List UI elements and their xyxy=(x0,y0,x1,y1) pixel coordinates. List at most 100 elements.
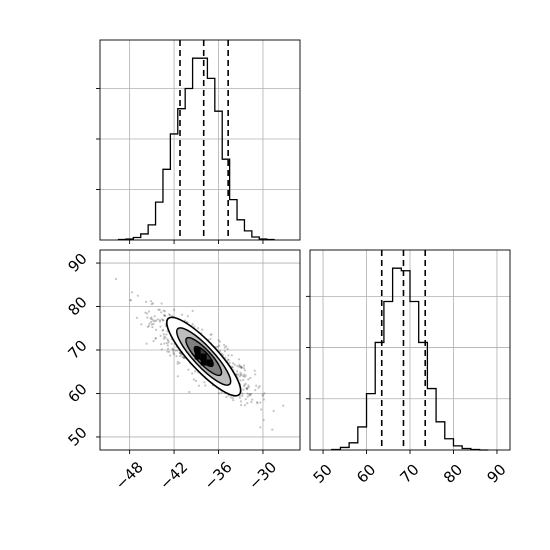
scatter-point xyxy=(236,370,239,373)
scatter-point xyxy=(243,375,246,378)
contour-line xyxy=(176,327,232,386)
scatter-point xyxy=(215,345,218,349)
scatter-point xyxy=(166,344,169,347)
scatter-point xyxy=(129,298,132,302)
scatter-point xyxy=(247,385,250,388)
scatter-point xyxy=(191,323,194,326)
scatter-point xyxy=(162,319,165,322)
scatter-point xyxy=(262,418,265,421)
scatter-point xyxy=(194,370,197,373)
scatter-point xyxy=(152,322,155,326)
scatter-point xyxy=(259,401,262,404)
scatter-point xyxy=(178,361,181,364)
scatter-point xyxy=(250,400,253,404)
scatter-point xyxy=(240,366,243,370)
scatter-point xyxy=(248,393,251,396)
scatter-point xyxy=(240,366,243,369)
scatter-point xyxy=(238,358,241,361)
scatter-point xyxy=(187,368,190,371)
scatter-point xyxy=(260,408,263,411)
scatter-point xyxy=(160,343,163,346)
scatter-point xyxy=(167,339,170,342)
scatter-point xyxy=(219,349,222,353)
scatter-point xyxy=(242,367,246,370)
contour-line xyxy=(165,316,242,397)
scatter-point xyxy=(136,294,139,297)
scatter-point xyxy=(259,426,262,429)
scatter-point xyxy=(254,389,257,392)
quantile-lines xyxy=(380,250,427,450)
scatter-point xyxy=(227,358,230,361)
scatter-point xyxy=(146,316,149,319)
scatter-point xyxy=(158,308,161,311)
scatter-point xyxy=(173,353,176,356)
scatter-point xyxy=(230,354,233,357)
scatter-point xyxy=(246,387,249,390)
scatter-point xyxy=(218,344,221,347)
scatter-point xyxy=(166,338,169,341)
scatter-point xyxy=(155,319,158,322)
scatter-point xyxy=(176,360,179,363)
scatter-point xyxy=(229,396,232,399)
scatter-point xyxy=(244,398,247,401)
scatter-point xyxy=(155,328,158,331)
scatter-point xyxy=(140,323,143,326)
scatter-point xyxy=(145,342,148,345)
scatter-point xyxy=(176,349,179,352)
scatter-point xyxy=(179,355,182,358)
scatter-point xyxy=(191,309,194,312)
scatter-point xyxy=(151,326,154,329)
scatter-point xyxy=(225,395,228,399)
scatter-point xyxy=(243,404,247,407)
scatter-point xyxy=(166,350,169,353)
scatter-point xyxy=(218,340,221,343)
scatter-point xyxy=(147,310,151,313)
scatter-point xyxy=(240,373,243,376)
scatter-point xyxy=(164,314,167,317)
scatter-point xyxy=(226,347,229,350)
scatter-point xyxy=(239,373,243,377)
density-pixel xyxy=(206,359,213,366)
scatter-point xyxy=(169,314,172,317)
scatter-point xyxy=(168,313,171,316)
scatter-point xyxy=(248,394,251,397)
scatter-point xyxy=(162,337,166,340)
scatter-point xyxy=(160,302,163,305)
scatter-point xyxy=(225,345,228,348)
scatter-point xyxy=(203,381,206,384)
scatter-point xyxy=(201,328,204,331)
scatter-point xyxy=(162,328,165,331)
scatter-point xyxy=(253,369,256,372)
scatter-point xyxy=(245,387,248,390)
contour-line xyxy=(185,336,223,377)
density-pixel xyxy=(194,347,201,354)
scatter-point xyxy=(148,322,151,325)
scatter-point xyxy=(228,361,231,365)
scatter-point xyxy=(174,349,177,352)
scatter-point xyxy=(152,319,155,322)
scatter-point xyxy=(220,391,223,394)
scatter-point xyxy=(146,325,149,328)
scatter-point xyxy=(163,335,166,338)
scatter-point xyxy=(197,384,200,387)
scatter-point xyxy=(151,302,154,305)
scatter-point xyxy=(178,351,182,355)
scatter-point xyxy=(242,375,245,378)
scatter-point xyxy=(263,392,266,395)
scatter-point xyxy=(282,404,285,407)
scatter-point xyxy=(176,362,179,365)
scatter-point xyxy=(154,337,157,340)
scatter-point xyxy=(238,363,241,367)
scatter-point xyxy=(204,384,207,387)
scatter-point xyxy=(256,401,259,404)
scatter-point xyxy=(161,319,165,322)
grid xyxy=(100,40,300,240)
marginal-histogram-x xyxy=(96,39,301,244)
scatter-point xyxy=(262,394,265,397)
scatter-point xyxy=(254,373,257,376)
scatter-point xyxy=(167,341,170,344)
scatter-point xyxy=(246,395,249,398)
scatter-point xyxy=(261,393,264,396)
scatter-point xyxy=(188,390,191,394)
scatter-point xyxy=(170,342,173,345)
